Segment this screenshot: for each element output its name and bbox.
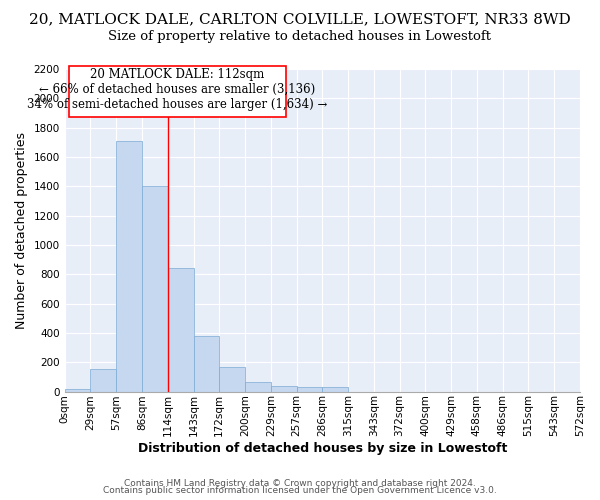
- Bar: [91, 369, 116, 392]
- Bar: [322, 387, 348, 392]
- Text: 20 MATLOCK DALE: 112sqm: 20 MATLOCK DALE: 112sqm: [90, 68, 265, 82]
- Text: Size of property relative to detached houses in Lowestoft: Size of property relative to detached ho…: [109, 30, 491, 43]
- Bar: [65, 388, 91, 392]
- Bar: [245, 382, 271, 392]
- Bar: [142, 186, 168, 392]
- Bar: [168, 268, 193, 392]
- FancyBboxPatch shape: [68, 66, 286, 118]
- Bar: [116, 141, 142, 392]
- Text: 20, MATLOCK DALE, CARLTON COLVILLE, LOWESTOFT, NR33 8WD: 20, MATLOCK DALE, CARLTON COLVILLE, LOWE…: [29, 12, 571, 26]
- Bar: [193, 336, 219, 392]
- Bar: [219, 368, 245, 392]
- Bar: [296, 387, 322, 392]
- X-axis label: Distribution of detached houses by size in Lowestoft: Distribution of detached houses by size …: [137, 442, 507, 455]
- Text: 34% of semi-detached houses are larger (1,634) →: 34% of semi-detached houses are larger (…: [27, 98, 328, 110]
- Y-axis label: Number of detached properties: Number of detached properties: [15, 132, 28, 329]
- Bar: [271, 386, 296, 392]
- Text: ← 66% of detached houses are smaller (3,136): ← 66% of detached houses are smaller (3,…: [39, 82, 316, 96]
- Text: Contains public sector information licensed under the Open Government Licence v3: Contains public sector information licen…: [103, 486, 497, 495]
- Text: Contains HM Land Registry data © Crown copyright and database right 2024.: Contains HM Land Registry data © Crown c…: [124, 478, 476, 488]
